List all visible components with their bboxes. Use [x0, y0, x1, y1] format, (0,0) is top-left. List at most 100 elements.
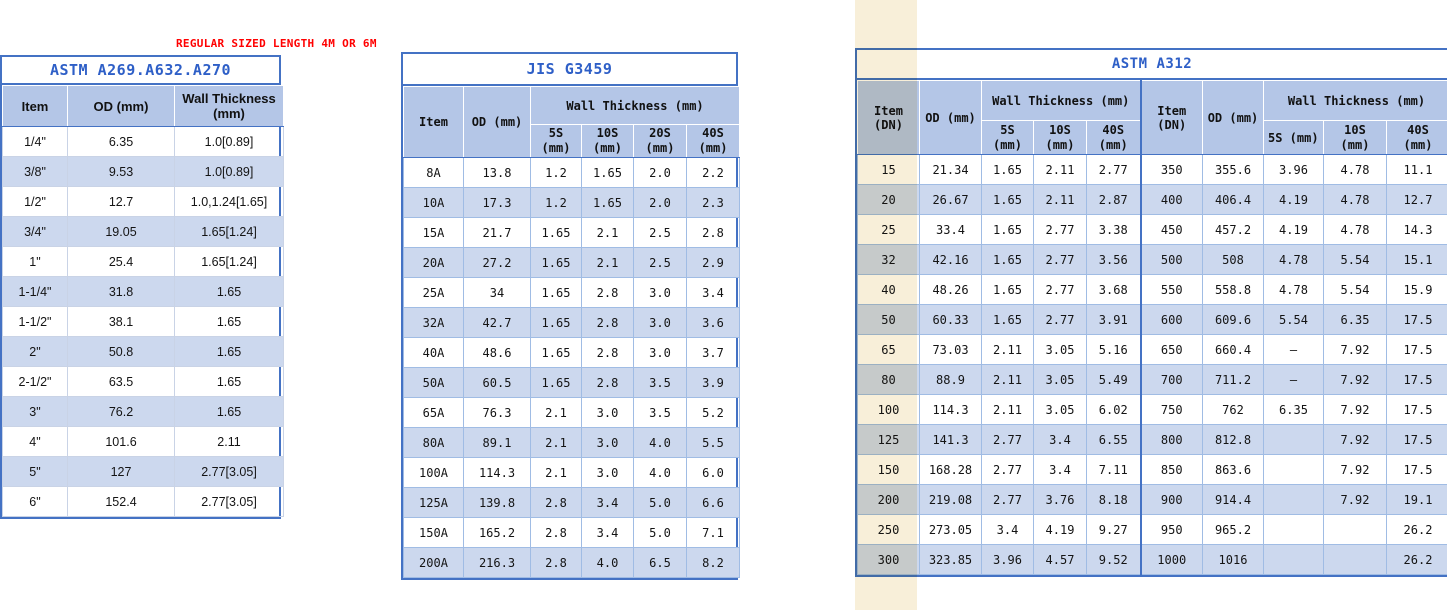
column-header-40s-right: 40S (mm) — [1385, 120, 1447, 155]
cell: 660.4 — [1202, 334, 1264, 365]
cell: 762 — [1202, 394, 1264, 425]
cell: 25A — [403, 277, 464, 308]
cell: 1.65 — [981, 304, 1034, 335]
cell: 650 — [1140, 334, 1203, 365]
cell: – — [1263, 334, 1324, 365]
cell: 5.16 — [1086, 334, 1142, 365]
cell: 89.1 — [463, 427, 531, 458]
cell: 42.16 — [919, 244, 982, 275]
cell: 80A — [403, 427, 464, 458]
cell: 4.78 — [1323, 214, 1387, 245]
cell: – — [1263, 364, 1324, 395]
header-row: Item (DN) OD (mm) Wall Thickness (mm) It… — [857, 80, 1447, 155]
cell: 2.77 — [1086, 154, 1142, 185]
cell: 1.0,1.24[1.65] — [174, 186, 284, 217]
cell: 558.8 — [1202, 274, 1264, 305]
table-row: 125 141.3 2.77 3.4 6.55 800 812.8 7.92 17.5 — [857, 424, 1447, 455]
cell: 4.0 — [581, 547, 634, 578]
cell: 21.34 — [919, 154, 982, 185]
cell: 1.65 — [530, 277, 582, 308]
cell: 2.77 — [981, 454, 1034, 485]
table-row: 5" 127 2.77[3.05] — [2, 456, 284, 487]
cell: 3.05 — [1033, 334, 1087, 365]
cell: 20A — [403, 247, 464, 278]
cell: 73.03 — [919, 334, 982, 365]
cell: 2.1 — [581, 247, 634, 278]
cell: 17.5 — [1385, 334, 1447, 365]
cell: 80 — [857, 364, 920, 395]
table-row: 150A 165.2 2.8 3.4 5.0 7.1 — [403, 517, 741, 548]
cell: 2.2 — [685, 157, 741, 188]
cell: 11.1 — [1385, 154, 1447, 185]
column-header-5s-right: 5S (mm) — [1263, 120, 1324, 155]
cell: 60.33 — [919, 304, 982, 335]
cell: 950 — [1140, 514, 1203, 545]
cell: 1.2 — [530, 187, 582, 218]
cell: 150A — [403, 517, 464, 548]
cell: 25 — [857, 214, 920, 245]
cell: 3.0 — [633, 307, 687, 338]
cell: 1.0[0.89] — [174, 126, 284, 157]
cell: 700 — [1140, 364, 1203, 395]
cell: 5.49 — [1086, 364, 1142, 395]
cell: 17.5 — [1385, 424, 1447, 455]
cell: 7.1 — [685, 517, 741, 548]
cell: 9.52 — [1086, 544, 1142, 575]
cell: 7.11 — [1086, 454, 1142, 485]
cell: 7.92 — [1323, 484, 1387, 515]
cell: 26.2 — [1385, 544, 1447, 575]
cell: 2.0 — [633, 187, 687, 218]
column-header-wall: Wall Thickness (mm) — [529, 86, 741, 125]
column-header-od: OD (mm) — [67, 85, 175, 127]
cell: 1.65 — [174, 396, 284, 427]
cell: 609.6 — [1202, 304, 1264, 335]
cell: 6.0 — [685, 457, 741, 488]
cell: 7.92 — [1323, 454, 1387, 485]
cell: 40A — [403, 337, 464, 368]
cell: 2.8 — [581, 307, 634, 338]
cell: 711.2 — [1202, 364, 1264, 395]
cell: 125 — [857, 424, 920, 455]
column-header-item-dn-right: Item (DN) — [1140, 80, 1203, 155]
cell: 1016 — [1202, 544, 1264, 575]
cell: 7.92 — [1323, 334, 1387, 365]
table-row: 15A 21.7 1.65 2.1 2.5 2.8 — [403, 217, 741, 248]
table-row: 300 323.85 3.96 4.57 9.52 1000 1016 26.2 — [857, 544, 1447, 575]
cell: 114.3 — [463, 457, 531, 488]
cell: 50.8 — [67, 336, 175, 367]
cell: 800 — [1140, 424, 1203, 455]
table-row: 10A 17.3 1.2 1.65 2.0 2.3 — [403, 187, 741, 218]
header-row: Item OD (mm) Wall Thickness (mm) — [2, 85, 284, 127]
table-row: 40A 48.6 1.65 2.8 3.0 3.7 — [403, 337, 741, 368]
cell: 6.6 — [685, 487, 741, 518]
cell: 15 — [857, 154, 920, 185]
table-row: 1/4" 6.35 1.0[0.89] — [2, 126, 284, 157]
column-header-20s: 20S (mm) — [633, 124, 687, 158]
table-row: 65A 76.3 2.1 3.0 3.5 5.2 — [403, 397, 741, 428]
cell: 4.19 — [1033, 514, 1087, 545]
cell: 250 — [857, 514, 920, 545]
cell: 2.77[3.05] — [174, 456, 284, 487]
cell: 2.0 — [633, 157, 687, 188]
table-row: 20A 27.2 1.65 2.1 2.5 2.9 — [403, 247, 741, 278]
column-header-item-dn-left: Item (DN) — [857, 80, 920, 155]
cell: 100 — [857, 394, 920, 425]
table-row: 150 168.28 2.77 3.4 7.11 850 863.6 7.92 17.5 — [857, 454, 1447, 485]
cell: 4.57 — [1033, 544, 1087, 575]
cell: 150 — [857, 454, 920, 485]
table-row: 25 33.4 1.65 2.77 3.38 450 457.2 4.19 4.78 14.3 — [857, 214, 1447, 245]
cell: 40 — [857, 274, 920, 305]
cell: 500 — [1140, 244, 1203, 275]
table-row: 2-1/2" 63.5 1.65 — [2, 366, 284, 397]
cell: 219.08 — [919, 484, 982, 515]
cell: 508 — [1202, 244, 1264, 275]
cell: 13.8 — [463, 157, 531, 188]
cell: 3/8" — [2, 156, 68, 187]
cell: 5.54 — [1263, 304, 1324, 335]
cell: 3.38 — [1086, 214, 1142, 245]
cell: 7.92 — [1323, 424, 1387, 455]
cell: 2.9 — [685, 247, 741, 278]
cell: 165.2 — [463, 517, 531, 548]
cell: 1-1/4" — [2, 276, 68, 307]
cell: 1.65 — [530, 217, 582, 248]
